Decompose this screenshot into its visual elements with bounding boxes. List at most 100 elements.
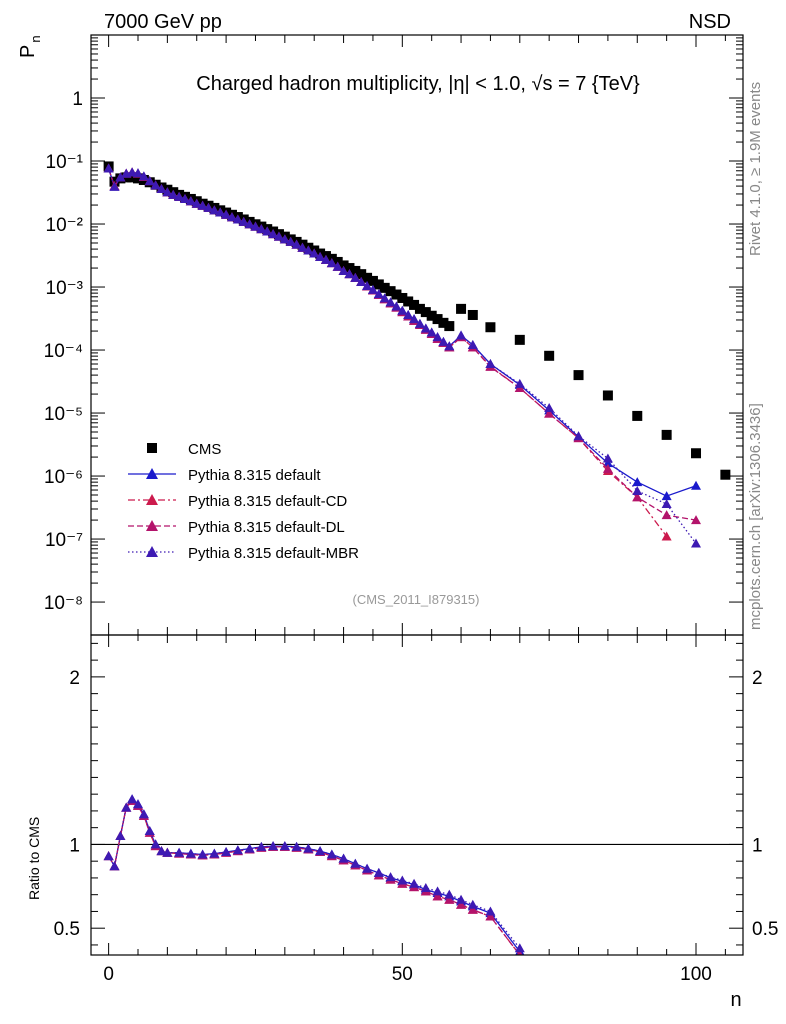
mc-triangle-marker xyxy=(326,258,337,268)
legend-triangle-marker xyxy=(146,494,158,505)
ratio-triangle-marker xyxy=(303,843,314,853)
mc-triangle-marker xyxy=(132,168,143,178)
legend-label: Pythia 8.315 default xyxy=(188,467,321,484)
cms-data-point xyxy=(456,303,467,314)
ratio-y-tick-label-right: 1 xyxy=(752,835,763,856)
mc-triangle-marker xyxy=(350,272,361,282)
ratio-triangle-marker xyxy=(315,846,326,856)
mc-triangle-marker xyxy=(191,198,202,208)
ratio-triangle-marker xyxy=(517,950,523,955)
ratio-triangle-marker xyxy=(174,847,185,857)
mc-triangle-marker xyxy=(285,236,296,246)
header-right: NSD xyxy=(689,11,731,33)
ratio-triangle-marker xyxy=(514,943,525,953)
mc-triangle-marker xyxy=(691,480,702,490)
mc-triangle-marker xyxy=(138,171,149,181)
ratio-series-line xyxy=(108,798,521,949)
ratio-triangle-marker xyxy=(132,799,143,809)
cms-data-point xyxy=(338,260,349,271)
mc-triangle-marker xyxy=(115,172,126,182)
main-y-axis-label-sub: n xyxy=(28,35,43,42)
ratio-plot-frame xyxy=(90,634,744,956)
mc-triangle-marker xyxy=(602,453,613,463)
mc-triangle-marker xyxy=(544,408,555,418)
mc-triangle-marker xyxy=(256,224,267,234)
mc-triangle-marker xyxy=(297,242,308,252)
legend: CMS Pythia 8.315 default Pythia 8.315 defa… xyxy=(128,441,359,562)
mc-triangle-marker xyxy=(174,191,185,201)
mc-triangle-marker xyxy=(109,181,120,191)
mc-triangle-marker xyxy=(238,216,249,226)
mc-triangle-marker xyxy=(632,485,643,495)
mc-triangle-marker xyxy=(432,332,443,342)
main-y-tick-label: 10⁻⁷ xyxy=(45,530,83,551)
mc-triangle-marker xyxy=(632,492,643,502)
mc-triangle-marker xyxy=(156,183,167,193)
cms-data-point xyxy=(514,334,525,345)
mc-triangle-marker xyxy=(373,289,384,299)
mc-triangle-marker xyxy=(221,209,232,219)
legend-triangle-marker xyxy=(146,468,158,479)
mc-triangle-marker xyxy=(168,189,179,199)
ratio-triangle-marker xyxy=(162,847,173,857)
cms-data-point xyxy=(544,350,555,361)
ratio-y-tick-label-right: 0.5 xyxy=(752,919,778,940)
mc-triangle-marker xyxy=(632,477,643,487)
legend-label: Pythia 8.315 default-MBR xyxy=(188,545,359,562)
ratio-series-line xyxy=(108,798,521,952)
cms-data-point xyxy=(397,292,408,303)
mc-triangle-marker xyxy=(661,498,672,508)
mc-triangle-marker xyxy=(367,284,378,294)
ratio-triangle-marker xyxy=(456,899,467,909)
cms-data-point xyxy=(350,265,361,276)
mc-triangle-marker xyxy=(426,327,437,337)
mc-triangle-marker xyxy=(456,330,467,340)
cms-data-point xyxy=(426,310,437,321)
ratio-triangle-marker xyxy=(362,863,373,873)
x-tick-label: 0 xyxy=(103,964,114,985)
mc-triangle-marker xyxy=(661,510,672,520)
ratio-triangle-marker xyxy=(185,848,196,858)
reference-label: (CMS_2011_I879315) xyxy=(353,592,480,607)
mc-triangle-marker xyxy=(244,219,255,229)
cms-data-point xyxy=(362,272,373,283)
ratio-series-group xyxy=(103,794,525,955)
ratio-triangle-marker xyxy=(232,845,243,855)
legend-cms-marker xyxy=(147,443,157,453)
mc-triangle-marker xyxy=(144,176,155,186)
ratio-series-line xyxy=(108,799,521,955)
ratio-triangle-marker xyxy=(373,867,384,877)
ratio-triangle-marker xyxy=(485,911,496,921)
ratio-triangle-marker xyxy=(291,841,302,851)
mc-triangle-marker xyxy=(320,254,331,264)
main-marks xyxy=(103,161,731,548)
mc-triangle-marker xyxy=(379,293,390,303)
mc-triangle-marker xyxy=(356,277,367,287)
mc-triangle-marker xyxy=(420,323,431,333)
ratio-triangle-marker xyxy=(121,802,132,812)
main-axes: 10⁻⁸ 10⁻⁷ 10⁻⁶ 10⁻⁵ 10⁻⁴ 10⁻³ 10⁻² 10⁻¹ 1 xyxy=(44,35,743,635)
cms-data-point xyxy=(485,322,496,333)
rivet-label: Rivet 4.1.0, ≥ 1.9M events xyxy=(747,82,764,256)
mc-triangle-marker xyxy=(179,193,190,203)
ratio-triangle-marker xyxy=(209,848,220,858)
x-tick-label: 50 xyxy=(392,964,413,985)
cms-data-point xyxy=(602,390,613,401)
mc-triangle-marker xyxy=(127,167,138,177)
ratio-triangle-marker xyxy=(150,839,161,849)
ratio-triangle-marker xyxy=(444,894,455,904)
ratio-triangle-marker xyxy=(197,849,208,859)
mc-triangle-marker xyxy=(414,318,425,328)
mc-triangle-marker xyxy=(691,538,702,548)
mc-triangle-marker xyxy=(197,200,208,210)
mc-triangle-marker xyxy=(203,202,214,212)
mc-triangle-marker xyxy=(544,403,555,413)
ratio-triangle-marker xyxy=(385,872,396,882)
mc-triangle-marker xyxy=(309,248,320,258)
ratio-triangle-marker xyxy=(350,858,361,868)
ratio-triangle-marker xyxy=(268,841,279,851)
ratio-triangle-marker xyxy=(338,853,349,863)
cms-data-point xyxy=(720,469,731,480)
mc-triangle-marker xyxy=(332,261,343,271)
mc-triangle-marker xyxy=(232,214,243,224)
